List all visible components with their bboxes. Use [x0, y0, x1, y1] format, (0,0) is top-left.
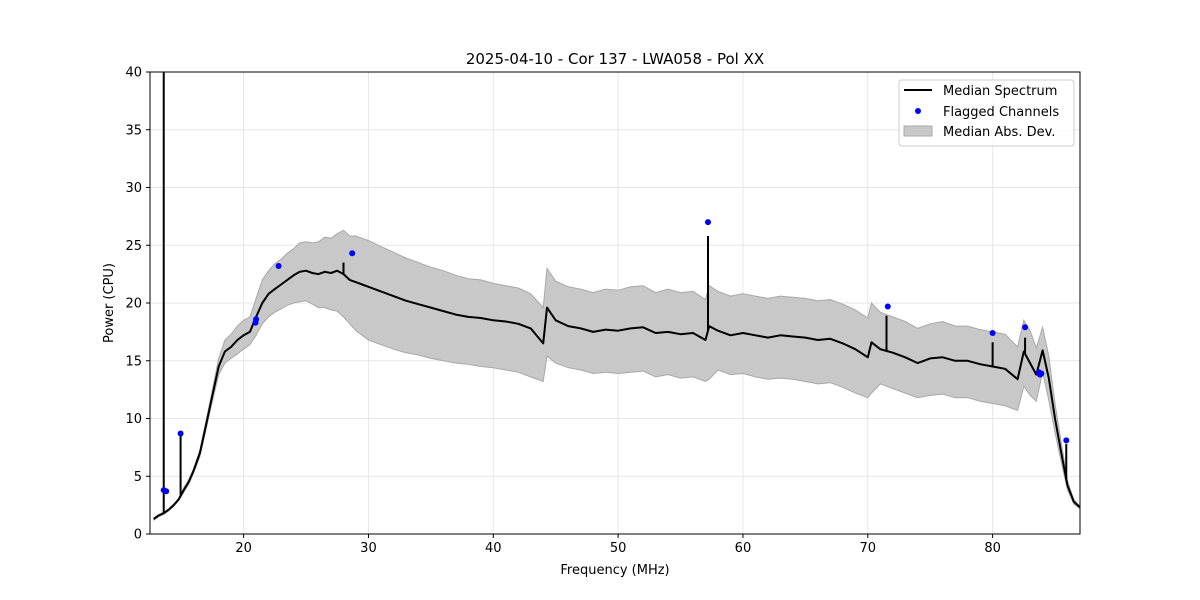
y-tick-label: 40	[125, 66, 142, 81]
y-tick-label: 25	[125, 239, 142, 254]
x-axis-title: Frequency (MHz)	[560, 563, 669, 578]
median-spectrum-layer	[153, 72, 1081, 520]
flagged-channel-point	[989, 330, 996, 336]
legend: Median Spectrum Flagged Channels Median …	[898, 79, 1075, 147]
flagged-channel-point	[349, 250, 356, 257]
legend-label-median-abs-dev: Median Abs. Dev.	[943, 125, 1055, 140]
flagged-channel-point	[1022, 324, 1029, 331]
y-tick-label: 30	[125, 181, 142, 196]
x-tick-label: 60	[735, 541, 752, 556]
grid	[150, 71, 1080, 535]
y-axis-title: Power (CPU)	[102, 263, 117, 343]
chart-title: 2025-04-10 - Cor 137 - LWA058 - Pol XX	[466, 50, 764, 68]
y-tick-label: 35	[125, 123, 142, 138]
x-axis: 20 30 40 50 60 70 80	[235, 534, 1001, 556]
y-tick-label: 0	[134, 528, 142, 543]
legend-frame	[898, 79, 1075, 147]
flagged-channel-point	[163, 488, 170, 495]
flagged-channel-point	[1063, 437, 1070, 444]
x-tick-label: 70	[860, 541, 877, 556]
legend-marker-swatch	[915, 108, 921, 114]
y-tick-label: 20	[125, 297, 142, 312]
legend-label-median-spectrum: Median Spectrum	[943, 84, 1057, 99]
flagged-channels-layer	[160, 219, 1070, 495]
y-axis: 0 5 10 15 20 25 30 35 40	[125, 66, 150, 543]
y-tick-label: 15	[125, 354, 142, 369]
flagged-channel-point	[884, 303, 891, 310]
y-tick-label: 10	[125, 412, 142, 427]
x-tick-label: 40	[485, 541, 502, 556]
legend-band-swatch	[903, 125, 933, 137]
y-tick-label: 5	[134, 470, 142, 485]
legend-label-flagged-channels: Flagged Channels	[943, 105, 1059, 120]
x-tick-label: 30	[360, 541, 377, 556]
flagged-channel-point	[253, 316, 260, 323]
flagged-channel-point	[177, 430, 184, 437]
flagged-channel-point	[705, 219, 711, 226]
flagged-channel-point	[275, 263, 282, 269]
x-tick-label: 20	[235, 541, 252, 556]
x-tick-label: 50	[610, 541, 627, 556]
flagged-channel-point	[1038, 370, 1045, 377]
x-tick-label: 80	[984, 541, 1001, 556]
median-spectrum-line	[153, 269, 1081, 520]
